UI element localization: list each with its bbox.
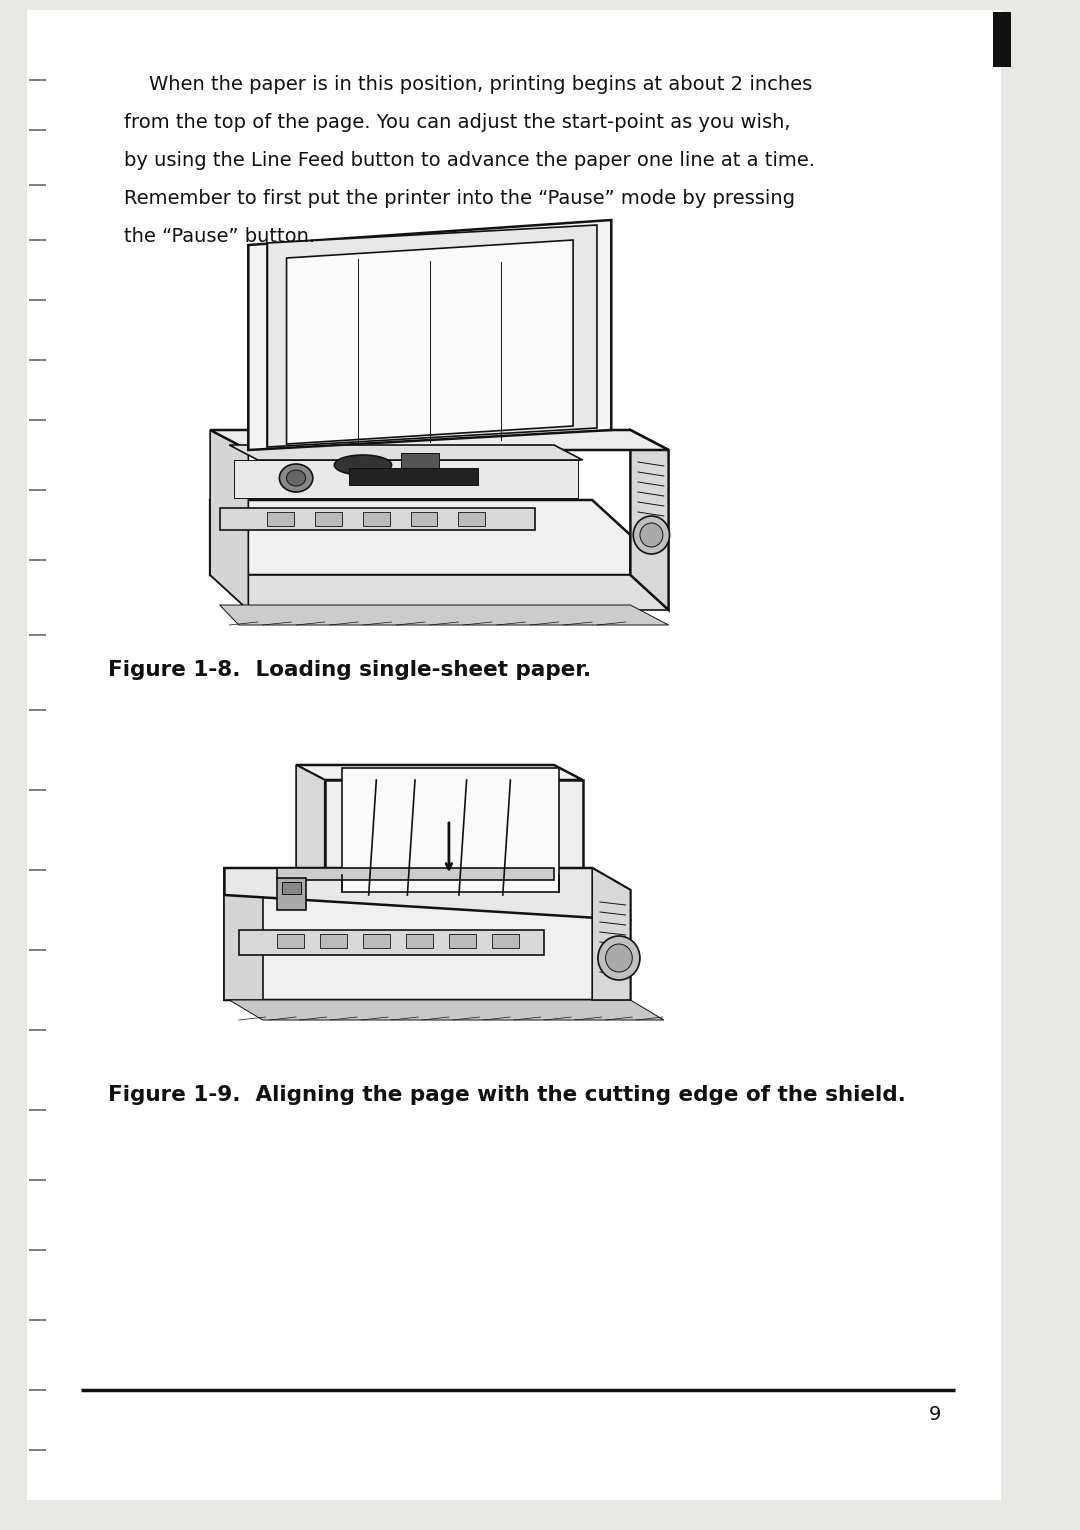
Polygon shape — [225, 868, 631, 920]
Text: from the top of the page. You can adjust the start-point as you wish,: from the top of the page. You can adjust… — [124, 113, 791, 132]
Ellipse shape — [598, 936, 640, 981]
Bar — [410, 513, 437, 526]
Polygon shape — [229, 1001, 664, 1021]
Polygon shape — [325, 780, 582, 895]
Polygon shape — [219, 604, 669, 624]
Bar — [491, 933, 518, 949]
Polygon shape — [286, 240, 573, 444]
Polygon shape — [225, 868, 262, 1001]
Polygon shape — [211, 575, 669, 610]
Bar — [276, 933, 303, 949]
Ellipse shape — [335, 454, 392, 474]
Polygon shape — [248, 220, 611, 450]
Bar — [282, 881, 301, 894]
Polygon shape — [211, 500, 631, 575]
Polygon shape — [225, 895, 631, 1001]
Ellipse shape — [286, 470, 306, 487]
Text: by using the Line Feed button to advance the paper one line at a time.: by using the Line Feed button to advance… — [124, 151, 815, 170]
Bar — [449, 933, 475, 949]
Ellipse shape — [280, 464, 313, 493]
Polygon shape — [239, 930, 544, 955]
Bar — [401, 453, 440, 471]
Polygon shape — [296, 765, 582, 780]
Text: When the paper is in this position, printing begins at about 2 inches: When the paper is in this position, prin… — [124, 75, 812, 93]
Polygon shape — [592, 868, 631, 1001]
Polygon shape — [219, 508, 535, 529]
Text: Figure 1-8.  Loading single-sheet paper.: Figure 1-8. Loading single-sheet paper. — [108, 659, 591, 679]
Ellipse shape — [633, 516, 670, 554]
Text: Figure 1-9.  Aligning the page with the cutting edge of the shield.: Figure 1-9. Aligning the page with the c… — [108, 1085, 906, 1105]
Text: the “Pause” button.: the “Pause” button. — [124, 226, 315, 246]
Polygon shape — [631, 430, 669, 610]
Polygon shape — [229, 445, 582, 461]
Bar — [315, 513, 342, 526]
Text: 9: 9 — [929, 1405, 941, 1424]
Polygon shape — [234, 461, 578, 497]
Bar — [994, 12, 1011, 67]
Bar — [406, 933, 433, 949]
Bar — [363, 933, 390, 949]
Ellipse shape — [606, 944, 632, 972]
Polygon shape — [349, 468, 477, 485]
Polygon shape — [211, 430, 248, 610]
Polygon shape — [296, 765, 325, 895]
Ellipse shape — [640, 523, 663, 548]
Bar — [459, 513, 485, 526]
Polygon shape — [276, 878, 306, 910]
Polygon shape — [211, 430, 669, 450]
Polygon shape — [268, 225, 597, 447]
Bar — [363, 513, 390, 526]
Text: Remember to first put the printer into the “Pause” mode by pressing: Remember to first put the printer into t… — [124, 190, 795, 208]
Polygon shape — [276, 868, 554, 880]
Bar — [268, 513, 294, 526]
Bar — [320, 933, 347, 949]
Polygon shape — [342, 768, 558, 892]
